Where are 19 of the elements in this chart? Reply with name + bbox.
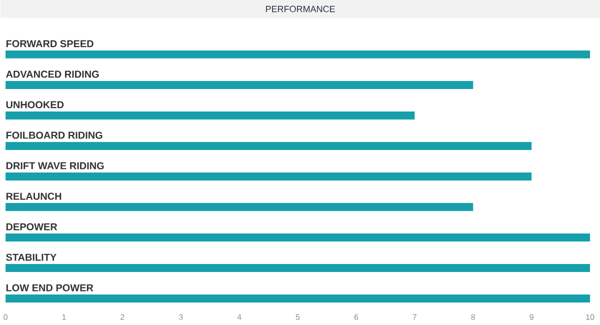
bar bbox=[6, 264, 590, 272]
y-tick-label: DRIFT WAVE RIDING bbox=[6, 162, 104, 170]
y-tick-label: STABILITY bbox=[6, 254, 56, 261]
bar bbox=[6, 112, 415, 120]
bar bbox=[6, 234, 590, 242]
bar bbox=[6, 50, 590, 59]
bar bbox=[6, 172, 532, 181]
bar bbox=[6, 203, 474, 212]
y-tick-label: ADVANCED RIDING bbox=[6, 70, 99, 78]
bar bbox=[6, 81, 474, 90]
y-tick-label: FOILBOARD RIDING bbox=[6, 132, 102, 139]
y-tick-label: UNHOOKED bbox=[6, 101, 64, 108]
bar bbox=[6, 294, 590, 303]
y-tick-label: LOW END POWER bbox=[6, 284, 94, 292]
chart-title: PERFORMANCE bbox=[266, 6, 335, 12]
y-tick-label: FORWARD SPEED bbox=[6, 40, 94, 48]
y-tick-label: RELAUNCH bbox=[6, 192, 62, 200]
y-tick-label: DEPOWER bbox=[6, 223, 58, 230]
bar bbox=[6, 142, 532, 150]
